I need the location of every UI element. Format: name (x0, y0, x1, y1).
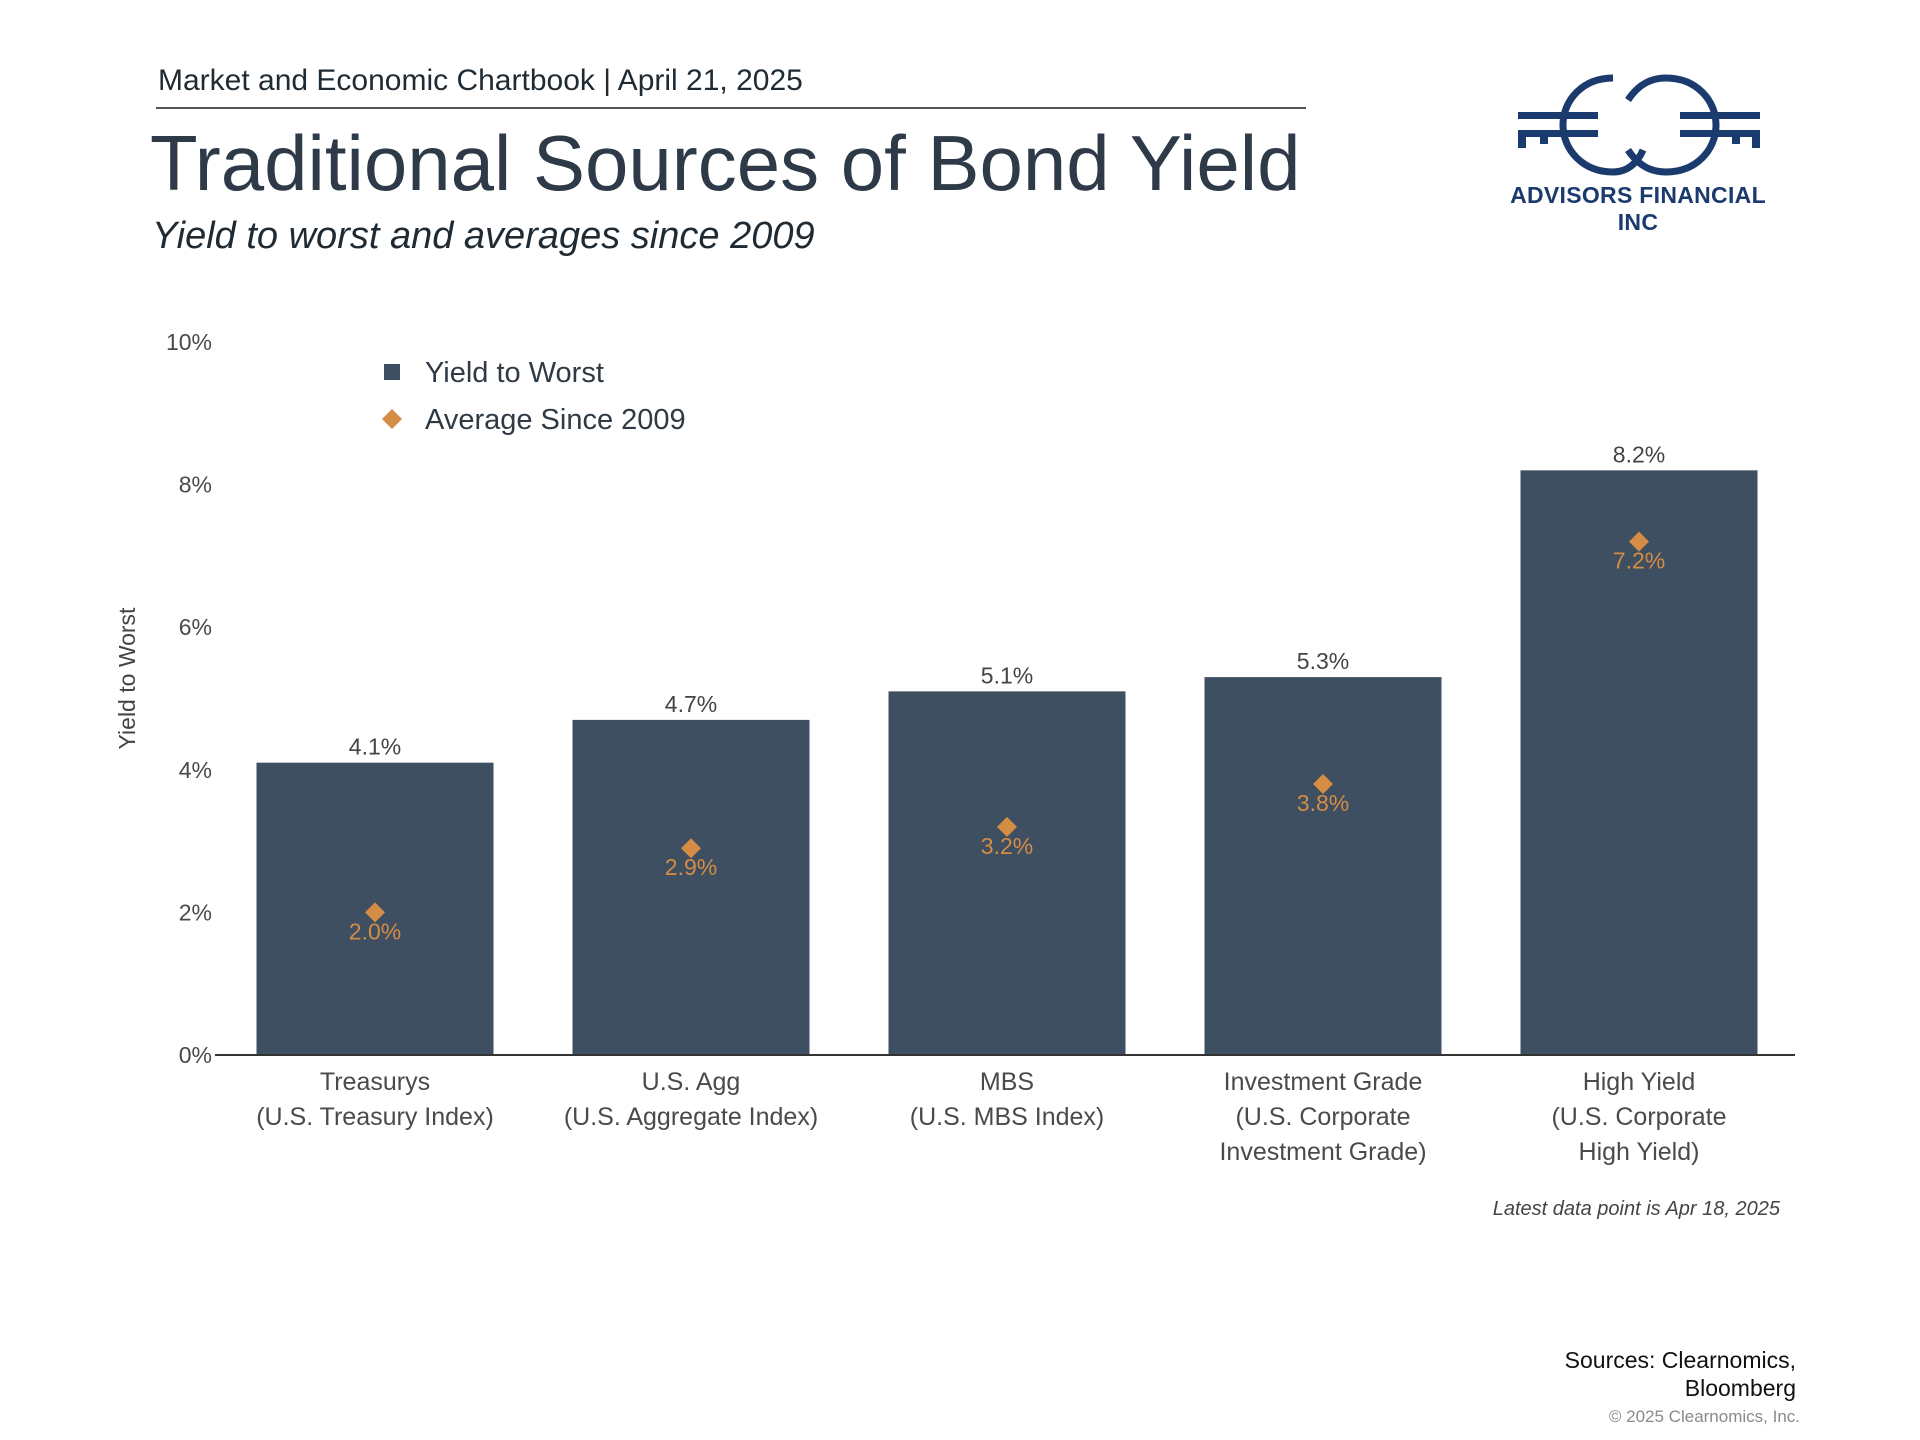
y-tick-label: 2% (179, 899, 212, 925)
bar-yield-to-worst (572, 719, 810, 1055)
x-category-label: MBS (980, 1068, 1034, 1096)
x-category-label: High Yield) (1579, 1138, 1700, 1166)
average-value-label: 3.8% (1297, 790, 1349, 816)
bar-value-label: 4.1% (349, 734, 401, 760)
y-tick-label: 4% (179, 757, 212, 783)
average-value-label: 3.2% (981, 833, 1033, 859)
legend-swatch-yield-to-worst (384, 364, 400, 380)
x-category-label: High Yield (1583, 1068, 1696, 1096)
legend-label-yield-to-worst: Yield to Worst (425, 357, 604, 389)
key-logo-icon (1518, 74, 1760, 176)
y-tick-label: 0% (179, 1042, 212, 1068)
page-title: Traditional Sources of Bond Yield (150, 119, 1301, 207)
y-tick-label: 8% (179, 472, 212, 498)
company-logo: ADVISORS FINANCIAL INC (1488, 70, 1788, 235)
copyright: © 2025 Clearnomics, Inc. (1608, 1407, 1800, 1426)
sources-line-2: Bloomberg (1684, 1375, 1796, 1401)
x-category-label: (U.S. Treasury Index) (256, 1103, 494, 1131)
legend-swatch-average (382, 409, 402, 429)
bar-yield-to-worst (888, 691, 1126, 1055)
average-diamond-marker (365, 902, 385, 923)
sources: Sources: Clearnomics, Bloomberg (1400, 1346, 1796, 1402)
average-diamond-marker (1313, 774, 1333, 795)
average-value-label: 2.9% (665, 854, 717, 880)
average-value-label: 2.0% (349, 918, 401, 944)
legend-label-average: Average Since 2009 (425, 404, 686, 436)
bar-value-label: 8.2% (1613, 441, 1665, 467)
page-subtitle: Yield to worst and averages since 2009 (152, 215, 815, 257)
chartbook-header: Market and Economic Chartbook | April 21… (158, 64, 803, 97)
x-category-label: (U.S. MBS Index) (910, 1103, 1105, 1131)
average-diamond-marker (681, 838, 701, 859)
data-note: Latest data point is Apr 18, 2025 (1492, 1198, 1780, 1220)
y-tick-label: 10% (166, 329, 212, 355)
header-divider (156, 107, 1306, 109)
x-category-label: (U.S. Corporate (1235, 1103, 1410, 1131)
y-tick-label: 6% (179, 614, 212, 640)
x-category-label: U.S. Agg (642, 1068, 741, 1096)
bar-value-label: 4.7% (665, 691, 717, 717)
y-axis-title: Yield to Worst (114, 607, 140, 749)
sources-line-1: Sources: Clearnomics, (1564, 1347, 1796, 1373)
bar-yield-to-worst (1520, 470, 1758, 1056)
logo-text: ADVISORS FINANCIAL INC (1510, 182, 1766, 235)
average-diamond-marker (997, 816, 1017, 837)
x-category-label: Treasurys (320, 1068, 430, 1096)
bar-value-label: 5.1% (981, 662, 1033, 688)
x-category-label: Investment Grade (1224, 1068, 1423, 1096)
bar-yield-to-worst (1204, 677, 1442, 1055)
x-category-label: (U.S. Corporate (1551, 1103, 1726, 1131)
average-value-label: 7.2% (1613, 548, 1665, 574)
x-category-label: (U.S. Aggregate Index) (564, 1103, 818, 1131)
bar-value-label: 5.3% (1297, 648, 1349, 674)
x-category-label: Investment Grade) (1219, 1138, 1426, 1166)
average-diamond-marker (1629, 531, 1649, 552)
